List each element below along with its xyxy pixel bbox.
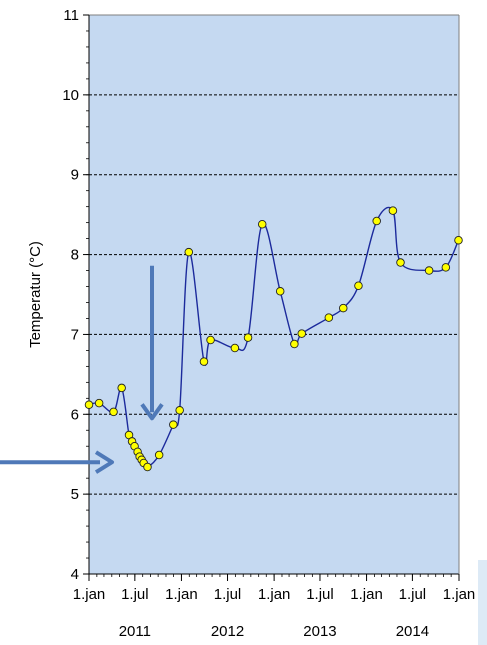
arrow-right-head — [94, 450, 114, 474]
data-point — [275, 287, 285, 296]
data-point — [169, 420, 178, 429]
data-point — [388, 206, 398, 215]
data-point — [109, 407, 118, 417]
y-tick-label: 8 — [71, 247, 79, 264]
year-label: 2013 — [303, 623, 336, 640]
data-point — [339, 303, 348, 313]
x-tick-label: 1.jul — [399, 586, 427, 603]
year-label: 2012 — [211, 623, 244, 640]
data-point — [441, 263, 451, 272]
y-tick-label: 10 — [62, 87, 79, 104]
data-point — [84, 400, 94, 409]
data-point — [354, 281, 363, 290]
slide-edge-decoration — [478, 560, 487, 645]
data-point — [297, 329, 306, 338]
axes — [83, 14, 460, 581]
data-point — [143, 462, 152, 472]
data-point — [206, 335, 215, 345]
data-point — [454, 235, 463, 245]
x-tick-label: 1.jul — [306, 586, 334, 603]
year-label: 2014 — [396, 623, 429, 640]
data-point — [372, 216, 381, 226]
annotations — [0, 265, 164, 474]
data-point — [257, 219, 267, 229]
y-tick-label: 5 — [71, 486, 79, 503]
data-point — [94, 398, 104, 408]
data-point — [184, 247, 194, 257]
data-point — [199, 357, 209, 366]
y-axis-title: Temperatur (°C) — [27, 241, 44, 348]
data-point — [290, 339, 299, 349]
axis-labels: 4 5 6 7 8 9 10 11 1.jan 1.jul 1.jan 1.jul 1.jan 1.jul… — [27, 7, 475, 640]
x-tick-label: 1.jan — [350, 586, 383, 603]
data-series — [84, 206, 463, 472]
data-point — [243, 333, 253, 342]
x-tick-label: 1.jan — [258, 586, 291, 603]
y-tick-label: 4 — [71, 566, 79, 583]
data-point — [230, 343, 240, 353]
y-tick-label: 11 — [63, 7, 79, 24]
x-tick-label: 1.jul — [214, 586, 242, 603]
x-tick-label: 1.jul — [121, 586, 149, 603]
y-tick-label: 9 — [71, 167, 79, 184]
data-point — [424, 266, 434, 275]
data-point — [396, 258, 405, 267]
plot-area — [89, 15, 459, 574]
y-tick-label: 6 — [71, 406, 79, 423]
data-point — [175, 406, 184, 415]
data-point — [117, 383, 126, 393]
x-tick-label: 1.jan — [165, 586, 198, 603]
arrow-down-head — [140, 403, 164, 421]
y-tick-label: 7 — [71, 326, 79, 343]
x-tick-label: 1.jan — [73, 586, 106, 603]
data-point — [154, 450, 164, 460]
year-label: 2011 — [119, 623, 151, 640]
x-tick-label: 1.jan — [443, 586, 476, 603]
data-point — [324, 313, 334, 322]
